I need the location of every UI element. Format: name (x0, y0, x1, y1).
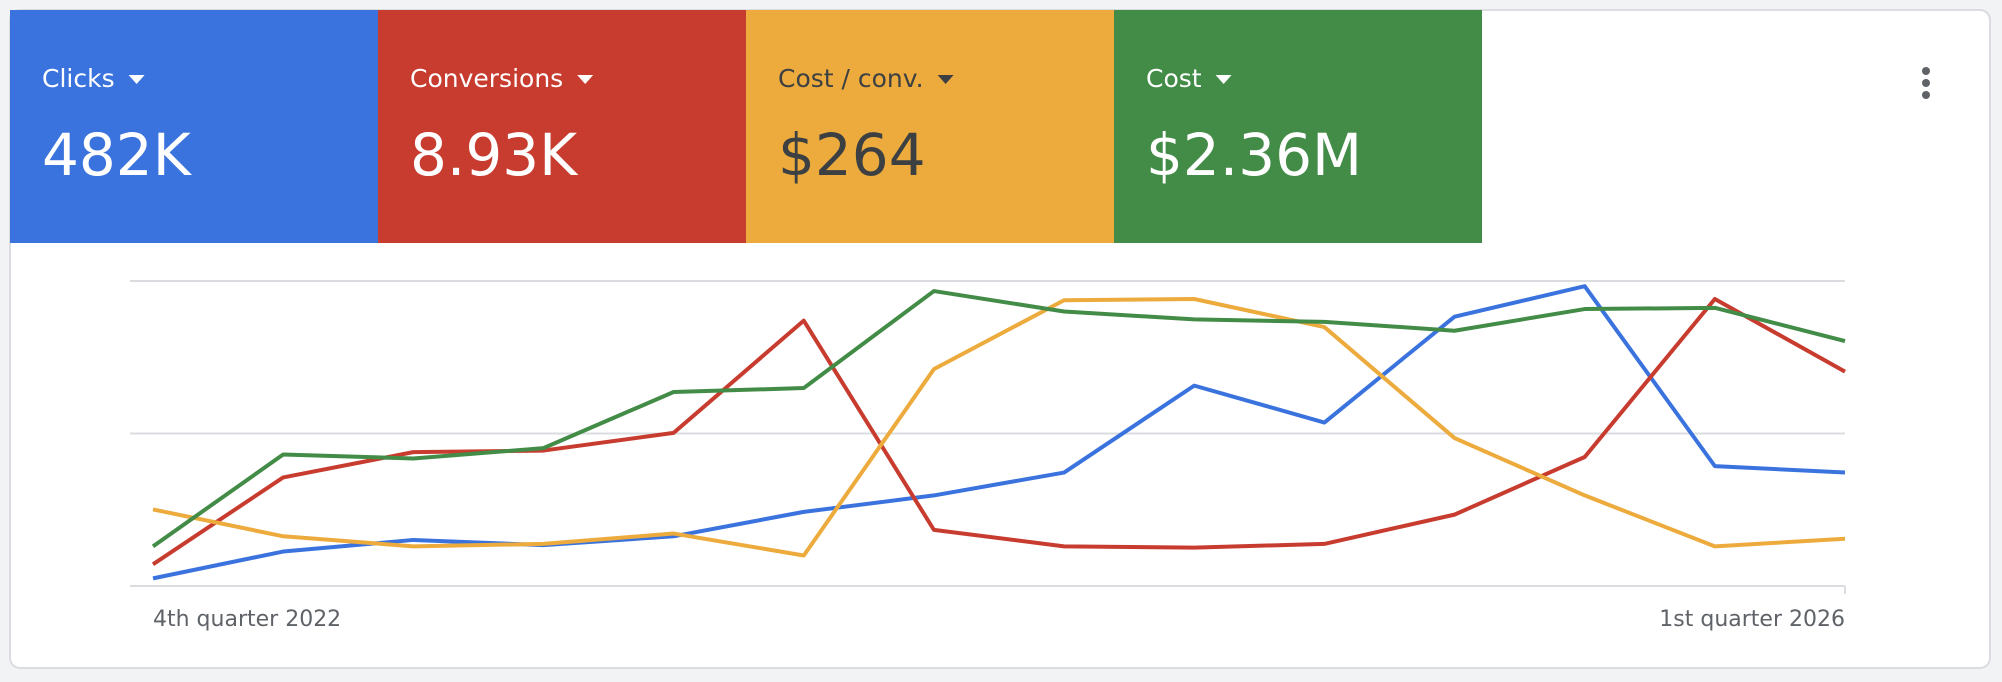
menu-dot (1922, 91, 1930, 99)
menu-dot (1922, 79, 1930, 87)
metric-tile[interactable]: Clicks 482K (10, 10, 378, 243)
tile-value: 482K (42, 121, 193, 189)
tile-value: 8.93K (410, 121, 579, 189)
dropdown-arrow (577, 75, 594, 84)
series-line (152, 284, 1846, 581)
menu-dot (1922, 67, 1930, 75)
tile-background (1114, 10, 1482, 243)
x-tick-label: 4th quarter 2022 (153, 607, 341, 632)
tile-background (378, 10, 746, 243)
tile-value: $264 (778, 121, 926, 189)
tile-background (746, 10, 1114, 243)
dropdown-arrow (128, 75, 145, 84)
tile-label: Cost / conv. (778, 64, 924, 93)
tile-label: Conversions (410, 64, 563, 93)
series-line (151, 296, 1846, 567)
metric-tile[interactable]: Cost $2.36M (1114, 10, 1482, 243)
series-line (152, 296, 1846, 558)
tile-value: $2.36M (1146, 121, 1362, 189)
x-tick-label: 1st quarter 2026 (1659, 607, 1845, 632)
metric-tile[interactable]: Conversions 8.93K (378, 10, 746, 243)
tile-background (10, 10, 378, 243)
dropdown-arrow (937, 75, 954, 84)
more-menu[interactable] (1922, 67, 1930, 99)
metric-tile[interactable]: Cost / conv. $264 (746, 10, 1114, 243)
tile-label: Cost (1146, 64, 1202, 93)
dropdown-arrow (1215, 75, 1232, 84)
tile-label: Clicks (42, 64, 115, 93)
series-line (151, 289, 1846, 548)
